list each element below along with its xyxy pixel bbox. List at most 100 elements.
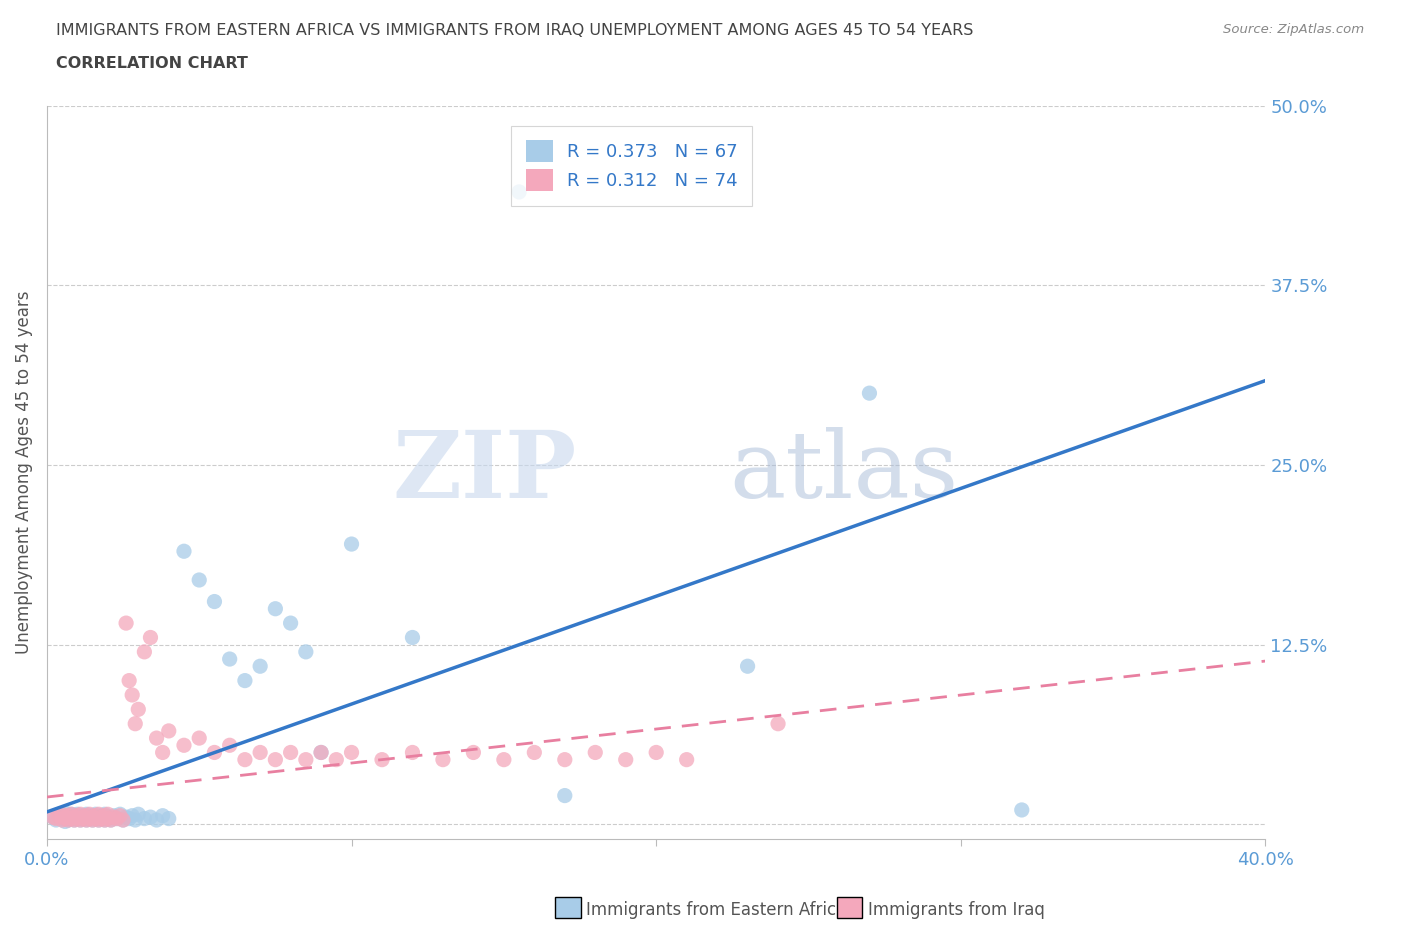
Point (105, 811, 128, 826)
Point (233, 673, 256, 688)
Point (53, 810, 76, 825)
Point (118, 811, 141, 826)
Point (97, 811, 120, 826)
Point (309, 745, 332, 760)
Point (204, 745, 226, 760)
Point (51, 813, 73, 828)
Point (139, 810, 162, 825)
Point (218, 737, 240, 752)
Point (127, 702, 149, 717)
Point (60, 811, 83, 826)
Point (94, 813, 117, 828)
Point (340, 745, 363, 760)
Point (121, 687, 143, 702)
Point (76, 808, 98, 823)
Point (492, 752, 515, 767)
Text: Immigrants from Iraq: Immigrants from Iraq (868, 900, 1045, 919)
Text: Immigrants from Eastern Africa: Immigrants from Eastern Africa (586, 900, 846, 919)
Point (66, 807, 89, 822)
Point (66, 811, 89, 826)
Point (72, 808, 94, 823)
Point (84, 807, 107, 822)
Point (58, 813, 80, 828)
Point (94, 808, 117, 823)
Point (737, 658, 759, 673)
Point (60, 811, 83, 826)
Point (118, 673, 141, 688)
Point (401, 745, 423, 760)
Point (53, 811, 76, 826)
Point (295, 644, 318, 659)
Point (51, 808, 73, 823)
Point (69, 807, 91, 822)
Text: IMMIGRANTS FROM EASTERN AFRICA VS IMMIGRANTS FROM IRAQ UNEMPLOYMENT AMONG AGES 4: IMMIGRANTS FROM EASTERN AFRICA VS IMMIGR… (56, 23, 973, 38)
Point (108, 808, 131, 823)
Point (72, 811, 94, 826)
Point (76, 813, 98, 828)
Point (173, 544, 195, 559)
Text: ZIP: ZIP (392, 427, 576, 517)
Point (42, 810, 65, 825)
Point (1011, 803, 1033, 817)
Point (523, 745, 546, 760)
Point (218, 652, 240, 667)
Point (280, 616, 302, 631)
Point (115, 810, 138, 825)
Point (84, 811, 107, 826)
Point (58, 810, 80, 825)
Point (87, 807, 110, 822)
Point (94, 807, 117, 822)
Point (264, 602, 287, 617)
Point (100, 813, 122, 828)
Point (614, 752, 637, 767)
Point (105, 811, 128, 826)
Point (112, 813, 135, 828)
Point (58, 808, 80, 823)
Point (45, 811, 67, 826)
Point (675, 752, 697, 767)
Point (309, 745, 332, 760)
Point (63, 808, 86, 823)
Point (63, 813, 86, 828)
Point (97, 807, 120, 822)
Point (45, 813, 67, 828)
Point (432, 752, 454, 767)
Point (371, 752, 394, 767)
Point (97, 811, 120, 826)
Point (87, 813, 110, 828)
Point (295, 752, 318, 767)
Point (82, 813, 104, 828)
Point (79, 811, 101, 826)
Text: atlas: atlas (730, 427, 959, 517)
Point (84, 811, 107, 826)
Point (51, 811, 73, 826)
Point (508, 184, 530, 199)
Point (69, 810, 91, 825)
Point (157, 811, 180, 826)
Point (325, 752, 347, 767)
Point (401, 630, 423, 644)
Point (124, 716, 146, 731)
Point (127, 807, 149, 822)
Point (204, 594, 226, 609)
Point (79, 810, 101, 825)
Point (76, 813, 98, 828)
Point (48, 807, 70, 822)
Point (63, 813, 86, 828)
Point (145, 731, 167, 746)
Text: CORRELATION CHART: CORRELATION CHART (56, 56, 247, 71)
Point (463, 745, 485, 760)
Point (112, 813, 135, 828)
Point (97, 810, 120, 825)
Point (90, 811, 112, 826)
Point (264, 752, 287, 767)
Point (249, 658, 271, 673)
Point (645, 745, 668, 760)
Point (188, 573, 211, 588)
Point (145, 813, 167, 828)
Point (72, 811, 94, 826)
Point (42, 810, 65, 825)
Point (90, 810, 112, 825)
Point (63, 810, 86, 825)
Point (66, 808, 89, 823)
